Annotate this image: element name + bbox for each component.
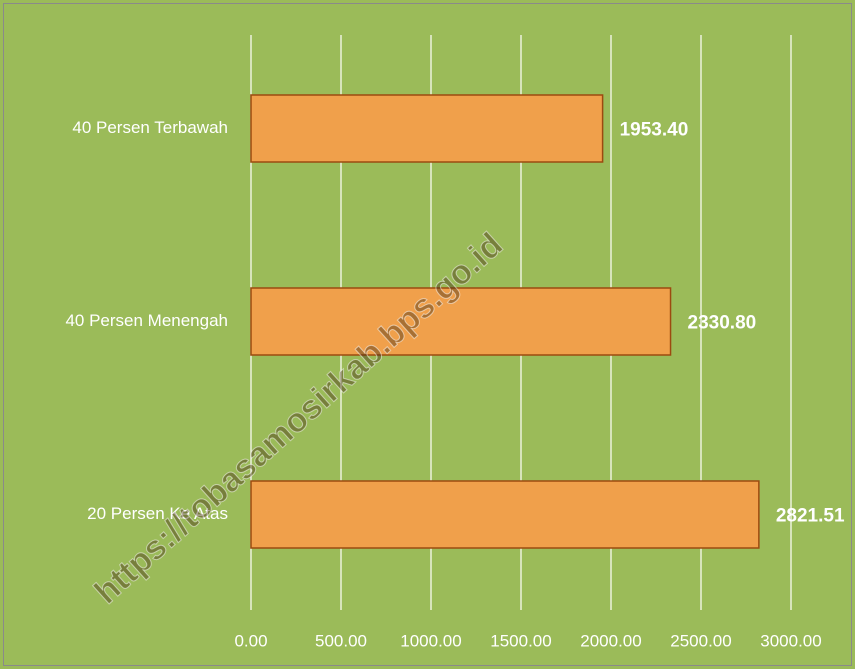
x-tick-label: 2500.00: [670, 631, 731, 650]
x-tick-label: 1000.00: [400, 631, 461, 650]
x-tick-label: 3000.00: [760, 631, 821, 650]
category-label: 40 Persen Terbawah: [72, 118, 228, 137]
value-label: 2821.51: [776, 506, 845, 527]
category-label: 40 Persen Menengah: [65, 311, 228, 330]
bar: [250, 94, 604, 163]
x-tick-label: 0.00: [234, 631, 267, 650]
value-label: 1953.40: [620, 120, 689, 141]
category-label: 20 Persen Ke Atas: [87, 504, 228, 523]
value-label: 2330.80: [688, 313, 757, 334]
bar: [250, 480, 760, 549]
chart-border: [3, 3, 852, 666]
bar: [250, 287, 672, 356]
x-tick-label: 1500.00: [490, 631, 551, 650]
x-tick-label: 2000.00: [580, 631, 641, 650]
x-tick-label: 500.00: [315, 631, 367, 650]
